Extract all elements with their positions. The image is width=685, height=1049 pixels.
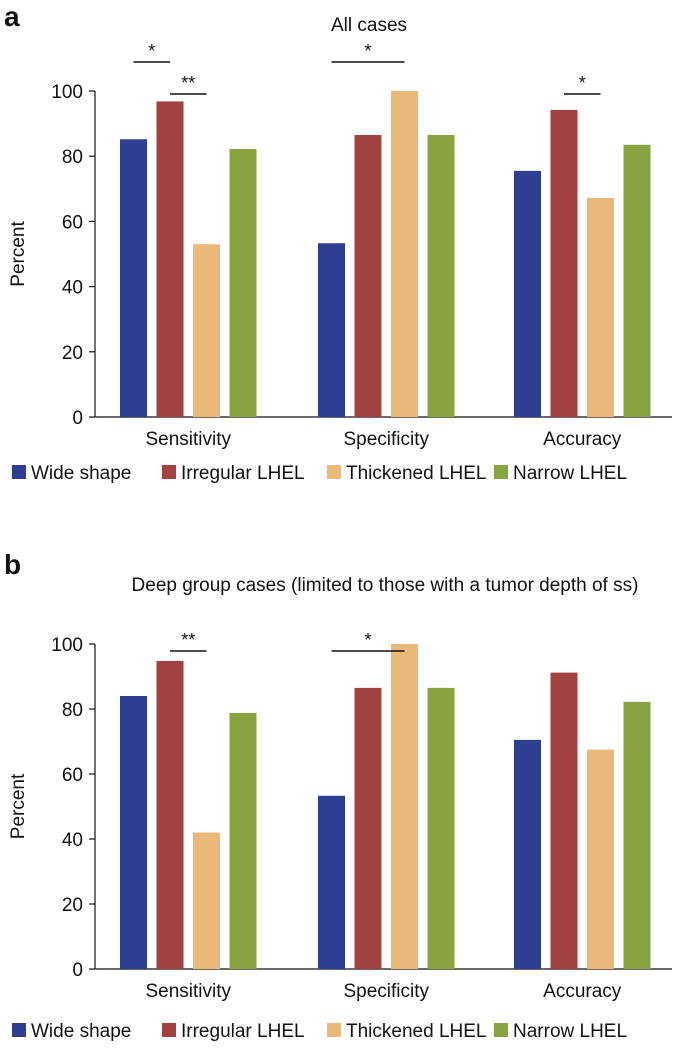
y-axis-label: Percent bbox=[8, 773, 29, 839]
bar-wide-shape bbox=[318, 243, 345, 417]
x-category-label: Specificity bbox=[343, 429, 429, 450]
legend-label: Wide shape bbox=[31, 463, 131, 484]
y-tick-label: 80 bbox=[62, 700, 83, 721]
significance-label: * bbox=[364, 630, 371, 650]
legend-swatch bbox=[162, 1023, 176, 1037]
bar-thickened-lhel bbox=[391, 644, 418, 969]
x-category-label: Sensitivity bbox=[145, 429, 231, 450]
bar-thickened-lhel bbox=[587, 197, 614, 417]
x-category-label: Accuracy bbox=[543, 429, 622, 450]
chart-panel-a: a All cases 0 20 40 60 80 100 Percent Sensitivity… bbox=[0, 0, 685, 522]
legend-swatch bbox=[12, 1023, 26, 1037]
legend-label: Irregular LHEL bbox=[181, 1021, 305, 1042]
legend-swatch bbox=[162, 465, 176, 479]
x-category-label: Accuracy bbox=[543, 981, 622, 1002]
legend-label: Thickened LHEL bbox=[346, 1021, 486, 1042]
bar-narrow-lhel bbox=[229, 712, 257, 969]
bar-narrow-lhel bbox=[623, 144, 651, 418]
significance-label: ** bbox=[181, 630, 195, 650]
bar-narrow-lhel bbox=[427, 687, 455, 969]
y-tick-label: 60 bbox=[62, 212, 83, 233]
legend-label: Thickened LHEL bbox=[346, 463, 486, 484]
legend-label: Narrow LHEL bbox=[513, 463, 627, 484]
chart-title: All cases bbox=[331, 15, 407, 36]
y-tick-label: 40 bbox=[62, 830, 83, 851]
legend-swatch bbox=[327, 465, 341, 479]
bar-irregular-lhel bbox=[550, 109, 578, 418]
bar-narrow-lhel bbox=[623, 701, 651, 969]
panel-letter: a bbox=[4, 1, 20, 32]
bar-irregular-lhel bbox=[354, 135, 382, 417]
y-tick-label: 0 bbox=[72, 408, 83, 429]
legend-swatch bbox=[327, 1023, 341, 1037]
y-tick-label: 20 bbox=[62, 343, 83, 364]
x-category-label: Specificity bbox=[343, 981, 429, 1002]
bar-thickened-lhel bbox=[193, 244, 220, 417]
bar-wide-shape bbox=[514, 170, 541, 417]
y-tick-label: 40 bbox=[62, 278, 83, 299]
y-tick-label: 20 bbox=[62, 895, 83, 916]
panel-letter: b bbox=[4, 549, 21, 580]
chart-panel-b: b Deep group cases (limited to those with… bbox=[0, 547, 685, 1044]
bar-thickened-lhel bbox=[587, 749, 614, 969]
legend-swatch bbox=[494, 1023, 508, 1037]
y-axis-label: Percent bbox=[8, 221, 29, 287]
legend-swatch bbox=[494, 465, 508, 479]
bar-narrow-lhel bbox=[229, 149, 257, 417]
bar-thickened-lhel bbox=[193, 832, 220, 969]
y-tick-label: 100 bbox=[51, 82, 83, 103]
bar-irregular-lhel bbox=[354, 687, 382, 969]
legend-swatch bbox=[12, 465, 26, 479]
significance-label: * bbox=[148, 41, 155, 61]
y-tick-label: 0 bbox=[72, 960, 83, 981]
significance-label: * bbox=[579, 73, 586, 93]
bar-irregular-lhel bbox=[156, 101, 184, 417]
legend-label: Narrow LHEL bbox=[513, 1021, 627, 1042]
significance-label: * bbox=[364, 41, 371, 61]
bar-wide-shape bbox=[514, 739, 541, 969]
significance-label: ** bbox=[181, 73, 195, 93]
legend-label: Wide shape bbox=[31, 1021, 131, 1042]
y-tick-label: 100 bbox=[51, 635, 83, 656]
chart-a-svg: a All cases 0 20 40 60 80 100 Percent Sensitivity… bbox=[4, 1, 672, 484]
chart-title: Deep group cases (limited to those with … bbox=[132, 575, 639, 596]
bar-wide-shape bbox=[120, 696, 147, 969]
legend-label: Irregular LHEL bbox=[181, 463, 305, 484]
x-category-label: Sensitivity bbox=[145, 981, 231, 1002]
bar-wide-shape bbox=[318, 795, 345, 969]
bar-irregular-lhel bbox=[156, 660, 184, 969]
bar-irregular-lhel bbox=[550, 672, 578, 969]
bar-wide-shape bbox=[120, 139, 147, 418]
bar-narrow-lhel bbox=[427, 135, 455, 417]
chart-b-svg: b Deep group cases (limited to those with… bbox=[4, 549, 672, 1042]
y-tick-label: 60 bbox=[62, 765, 83, 786]
bar-thickened-lhel bbox=[391, 91, 418, 417]
y-tick-label: 80 bbox=[62, 147, 83, 168]
